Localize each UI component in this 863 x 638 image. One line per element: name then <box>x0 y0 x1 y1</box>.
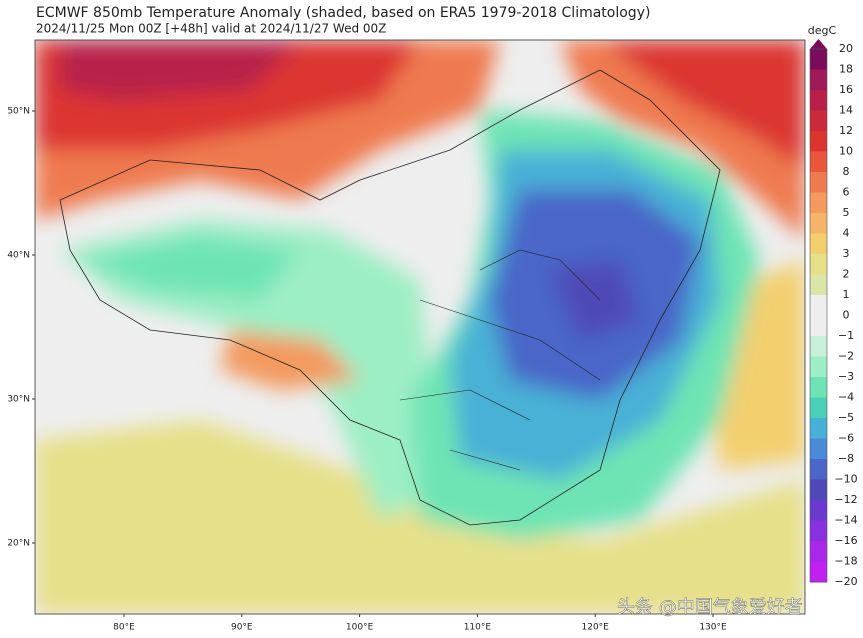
colorbar-label: −20 <box>834 575 857 588</box>
colorbar-swatch <box>810 49 827 70</box>
lat-label: 40°N <box>7 251 30 261</box>
colorbar-label: 6 <box>843 186 850 199</box>
colorbar-label: 3 <box>843 247 850 260</box>
colorbar-swatch <box>810 397 827 419</box>
colorbar-label: −12 <box>834 493 857 506</box>
colorbar-swatch <box>810 192 827 214</box>
colorbar-label: −14 <box>834 514 857 527</box>
colorbar-swatch <box>810 438 827 460</box>
colorbar-arrow <box>810 39 827 49</box>
colorbar-swatch <box>810 213 827 234</box>
watermark: 头条 @中国气象爱好者 <box>617 597 803 618</box>
colorbar-label: −3 <box>838 370 854 383</box>
colorbar-swatch <box>810 377 827 398</box>
colorbar-label: −4 <box>838 391 854 404</box>
colorbar-swatch <box>810 459 827 480</box>
colorbar-swatch <box>810 69 827 91</box>
colorbar-swatch <box>810 274 827 296</box>
map-frame <box>34 39 806 615</box>
colorbar-swatch <box>810 356 827 378</box>
colorbar-swatch <box>810 151 827 173</box>
colorbar-swatch <box>810 479 827 501</box>
colorbar-label: 10 <box>839 145 853 158</box>
colorbar-swatch <box>810 520 827 542</box>
colorbar-unit: degC <box>808 24 837 37</box>
colorbar-label: −2 <box>838 350 854 363</box>
lon-label: 100°E <box>346 623 374 633</box>
colorbar-label: 1 <box>843 288 850 301</box>
lon-label: 90°E <box>231 623 253 633</box>
lat-label: 20°N <box>7 539 30 549</box>
colorbar-label: 18 <box>839 63 853 76</box>
colorbar-label: 14 <box>839 104 853 117</box>
colorbar-swatch <box>810 233 827 255</box>
colorbar-label: −10 <box>834 473 857 486</box>
colorbar-swatch <box>810 561 827 583</box>
colorbar-swatch <box>810 500 827 521</box>
colorbar-swatch <box>810 110 827 132</box>
colorbar-label: −5 <box>838 411 854 424</box>
colorbar-swatch <box>810 315 827 337</box>
colorbar-label: −1 <box>838 329 854 342</box>
colorbar-swatch <box>810 418 827 439</box>
colorbar-swatch <box>810 336 827 357</box>
lat-label: 30°N <box>7 395 30 405</box>
title: ECMWF 850mb Temperature Anomaly (shaded,… <box>36 5 650 21</box>
colorbar-label: −6 <box>838 432 854 445</box>
colorbar-label: 8 <box>843 165 850 178</box>
colorbar-label: 16 <box>839 83 853 96</box>
lon-label: 80°E <box>113 623 135 633</box>
colorbar-swatch <box>810 541 827 562</box>
colorbar-swatch <box>810 172 827 193</box>
colorbar-label: −18 <box>834 555 857 568</box>
colorbar-swatch <box>810 254 827 275</box>
lon-label: 110°E <box>464 623 492 633</box>
colorbar-label: 5 <box>843 206 850 219</box>
colorbar-swatch <box>810 295 827 316</box>
subtitle: 2024/11/25 Mon 00Z [+48h] valid at 2024/… <box>36 22 386 36</box>
colorbar-frame <box>809 48 828 583</box>
colorbar-swatch <box>810 131 827 152</box>
lat-label: 50°N <box>7 107 30 117</box>
colorbar-label: −8 <box>838 452 854 465</box>
lon-label: 130°E <box>699 623 727 633</box>
colorbar-label: 0 <box>843 309 850 322</box>
colorbar-label: 12 <box>839 124 853 137</box>
colorbar-swatch <box>810 90 827 111</box>
colorbar-label: −16 <box>834 534 857 547</box>
colorbar-label: 4 <box>843 227 850 240</box>
colorbar-label: 2 <box>843 268 850 281</box>
colorbar-label: 20 <box>839 42 853 55</box>
anomaly-field <box>35 40 805 614</box>
lon-label: 120°E <box>582 623 610 633</box>
